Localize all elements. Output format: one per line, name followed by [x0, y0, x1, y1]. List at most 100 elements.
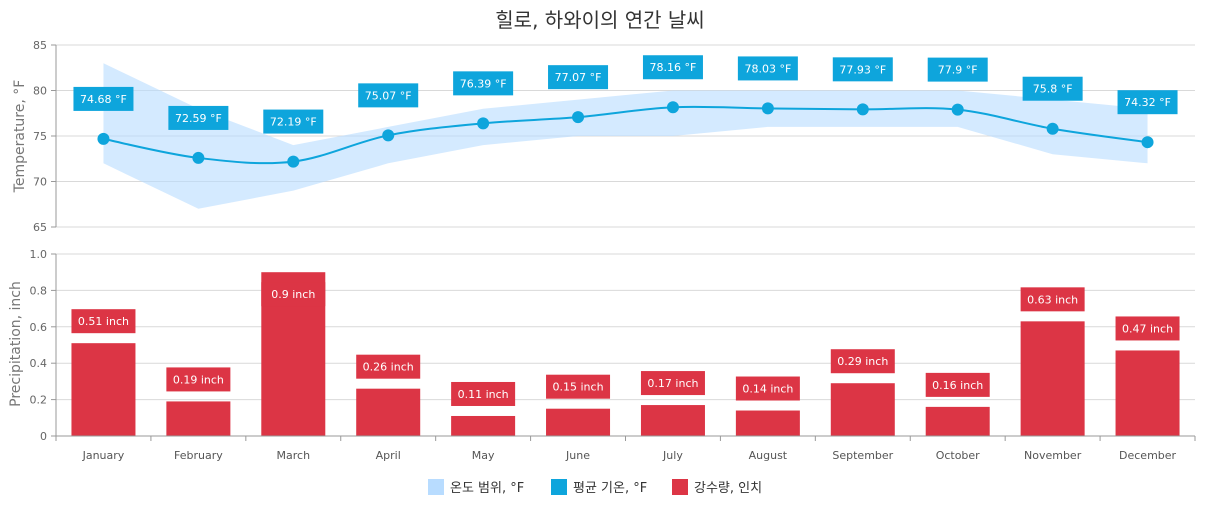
average-temperature-point: [287, 155, 300, 168]
precipitation-data-label: 0.19 inch: [173, 373, 224, 386]
precipitation-data-label: 0.16 inch: [932, 379, 983, 392]
legend-swatch: [551, 479, 567, 495]
average-temperature-data-label: 75.8 °F: [1033, 83, 1073, 96]
average-temperature-label-box: [832, 57, 893, 82]
precipitation-data-label: 0.26 inch: [363, 361, 414, 374]
precipitation-label-box: [925, 372, 990, 397]
x-category-label: December: [1119, 449, 1177, 462]
average-temperature-label-box: [737, 56, 798, 81]
average-temperature-data-label: 72.59 °F: [175, 112, 222, 125]
average-temperature-label-box: [1022, 76, 1083, 101]
precipitation-bar: [166, 401, 231, 436]
average-temperature-label-box: [263, 109, 324, 134]
average-temperature-point: [192, 151, 205, 164]
precipitation-label-box: [451, 381, 516, 406]
legend-swatch: [672, 479, 688, 495]
precipitation-bar: [830, 383, 895, 436]
temperature-tick-label: 65: [33, 221, 47, 234]
average-temperature-data-label: 77.07 °F: [555, 71, 602, 84]
precipitation-tick-label: 0: [40, 430, 47, 443]
precipitation-axis-title: Precipitation, inch: [8, 281, 24, 407]
average-temperature-point: [761, 102, 774, 115]
precipitation-bar: [71, 343, 136, 436]
x-category-label: October: [936, 449, 980, 462]
average-temperature-label-box: [168, 105, 229, 130]
precipitation-bar: [451, 415, 516, 436]
chart-title: 힐로, 하와이의 연간 날씨: [495, 8, 704, 32]
precipitation-label-box: [356, 354, 421, 379]
precipitation-data-label: 0.63 inch: [1027, 293, 1078, 306]
temperature-tick-label: 75: [33, 130, 47, 143]
x-category-label: August: [749, 449, 788, 462]
precipitation-label-box: [261, 282, 326, 307]
average-temperature-label-box: [73, 86, 134, 111]
average-temperature-data-label: 75.07 °F: [365, 89, 412, 102]
x-category-label: June: [565, 449, 590, 462]
average-temperature-data-label: 74.68 °F: [80, 93, 127, 106]
average-temperature-data-label: 76.39 °F: [460, 77, 507, 90]
precipitation-bars: 0.51 inch 0.19 inch 0.9 inch 0.26 inch 0.11 …: [71, 272, 1180, 436]
temperature-tick-label: 70: [33, 176, 47, 189]
average-temperature-point: [97, 132, 110, 145]
precipitation-bar: [546, 408, 611, 436]
precipitation-bar: [925, 406, 990, 436]
precipitation-bar: [1115, 350, 1180, 436]
precipitation-label-box: [71, 309, 136, 334]
average-temperature-data-label: 77.9 °F: [938, 64, 978, 77]
temperature-range-band: [103, 63, 1148, 209]
precipitation-label-box: [166, 367, 231, 392]
average-temperature-data-label: 72.19 °F: [270, 116, 317, 129]
average-temperature-line: [103, 105, 1148, 165]
average-temperature-data-label: 78.03 °F: [744, 62, 791, 75]
average-temperature-point: [572, 111, 585, 124]
precipitation-tick-label: 0.6: [30, 321, 48, 334]
average-temperature-point: [951, 103, 964, 116]
x-category-label: March: [277, 449, 311, 462]
legend-item-label: 평균 기온, °F: [573, 481, 647, 496]
precipitation-bar: [640, 405, 705, 436]
precipitation-label-box: [830, 349, 895, 374]
legend-item-label: 강수량, 인치: [694, 481, 762, 496]
average-temperature-label-box: [453, 71, 514, 96]
precipitation-data-label: 0.51 inch: [78, 315, 129, 328]
x-category-label: April: [376, 449, 401, 462]
average-temperature-label-box: [358, 83, 419, 108]
average-temperature-point: [1141, 136, 1154, 149]
precipitation-label-box: [1020, 287, 1085, 312]
average-temperature-data-label: 74.32 °F: [1124, 96, 1171, 109]
precipitation-data-label: 0.15 inch: [553, 381, 604, 394]
x-category-label: September: [832, 449, 893, 462]
temperature-range-area: [103, 63, 1148, 209]
precipitation-tick-label: 0.2: [30, 394, 48, 407]
average-temperature-series: 74.68 °F 72.59 °F 72.19 °F 75.07 °F 76.39 °F…: [73, 55, 1178, 168]
x-category-label: February: [174, 449, 223, 462]
precipitation-bar: [1020, 321, 1085, 436]
precipitation-tick-label: 1.0: [30, 248, 48, 261]
precipitation-data-label: 0.29 inch: [837, 355, 888, 368]
precipitation-bar: [735, 410, 800, 436]
precipitation-data-label: 0.47 inch: [1122, 322, 1173, 335]
x-category-label: July: [662, 449, 683, 462]
legend: 온도 범위, °F 평균 기온, °F 강수량, 인치: [428, 479, 762, 496]
precipitation-label-box: [640, 371, 705, 396]
average-temperature-point: [856, 103, 869, 116]
average-temperature-point: [1046, 122, 1059, 135]
legend-item-label: 온도 범위, °F: [450, 481, 524, 496]
average-temperature-label-box: [1117, 90, 1178, 115]
precipitation-bar: [356, 388, 421, 436]
precipitation-data-label: 0.14 inch: [742, 383, 793, 396]
average-temperature-label-box: [548, 65, 609, 90]
x-category-label: January: [82, 449, 125, 462]
precipitation-label-box: [546, 374, 611, 399]
average-temperature-label-box: [927, 57, 988, 82]
average-temperature-data-label: 77.93 °F: [839, 63, 886, 76]
precipitation-data-label: 0.11 inch: [458, 388, 509, 401]
temperature-tick-label: 85: [33, 39, 47, 52]
average-temperature-label-box: [642, 55, 703, 80]
precipitation-data-label: 0.17 inch: [647, 377, 698, 390]
temperature-axis-title: Temperature, °F: [12, 80, 28, 194]
precipitation-tick-label: 0.8: [30, 284, 48, 297]
x-category-label: May: [472, 449, 495, 462]
axes: 65 70 75 80 85 0 0.2 0.4 0.6 0.8 1.0 January Februar…: [30, 39, 1196, 462]
